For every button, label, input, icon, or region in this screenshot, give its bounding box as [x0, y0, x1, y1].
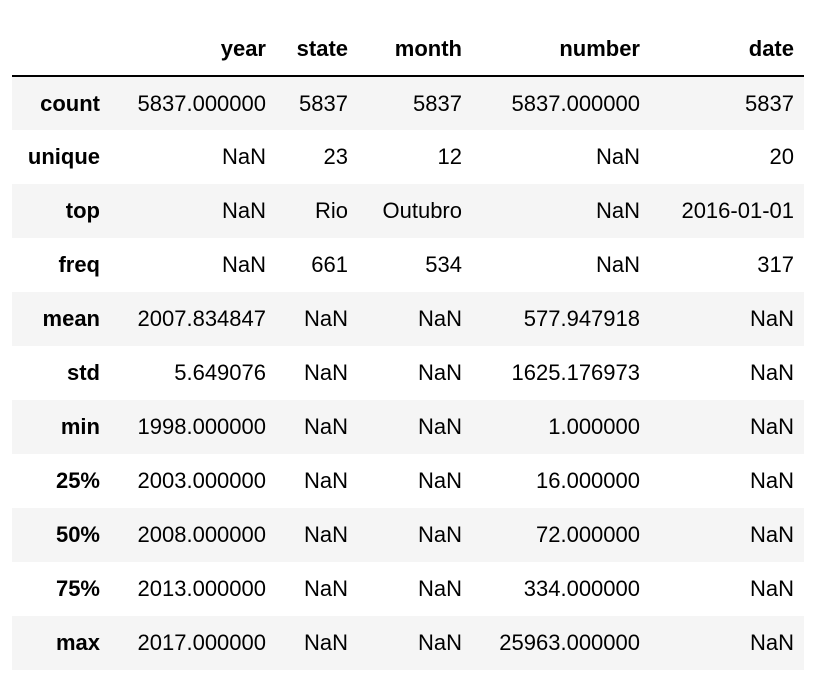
cell-year: 1998.000000 — [137, 414, 266, 439]
table-header: year state month number date — [12, 23, 804, 77]
cell-number: NaN — [595, 144, 640, 169]
table-row: top NaN Rio Outubro NaN 2016-01-01 — [12, 184, 804, 238]
row-index-label: std — [67, 360, 100, 385]
cell-state: NaN — [303, 306, 348, 331]
cell-month: 12 — [437, 144, 462, 169]
cell-number: 16.000000 — [536, 468, 640, 493]
cell-month: NaN — [417, 468, 462, 493]
cell-number: NaN — [595, 252, 640, 277]
cell-number: 72.000000 — [536, 522, 640, 547]
cell-month: NaN — [417, 522, 462, 547]
cell-state: NaN — [303, 414, 348, 439]
cell-month: NaN — [417, 306, 462, 331]
table-row: std 5.649076 NaN NaN 1625.176973 NaN — [12, 346, 804, 400]
cell-year: 2017.000000 — [137, 630, 266, 655]
cell-state: 23 — [323, 144, 348, 169]
row-index-label: min — [60, 414, 100, 439]
cell-month: NaN — [417, 414, 462, 439]
cell-state: 661 — [311, 252, 348, 277]
cell-date: 317 — [757, 252, 794, 277]
cell-month: Outubro — [382, 198, 463, 223]
column-header-date: date — [652, 23, 804, 77]
cell-date: NaN — [749, 360, 794, 385]
cell-year: NaN — [221, 144, 266, 169]
cell-year: NaN — [221, 198, 266, 223]
cell-number: 5837.000000 — [511, 90, 640, 116]
cell-number: NaN — [595, 198, 640, 223]
table-row: 50% 2008.000000 NaN NaN 72.000000 NaN — [12, 508, 804, 562]
cell-number: 577.947918 — [523, 306, 640, 331]
cell-month: 5837 — [413, 90, 462, 116]
cell-state: NaN — [303, 576, 348, 601]
column-header-month: month — [360, 23, 474, 77]
table-row: min 1998.000000 NaN NaN 1.000000 NaN — [12, 400, 804, 454]
row-index-label: unique — [27, 144, 100, 169]
table-row: freq NaN 661 534 NaN 317 — [12, 238, 804, 292]
row-index-label: max — [55, 630, 100, 655]
cell-state: NaN — [303, 630, 348, 655]
row-index-label: mean — [42, 306, 100, 331]
cell-year: 2013.000000 — [137, 576, 266, 601]
cell-year: 2007.834847 — [137, 306, 266, 331]
cell-state: 5837 — [299, 90, 348, 116]
row-index-label: 25% — [55, 468, 100, 493]
table-row: 25% 2003.000000 NaN NaN 16.000000 NaN — [12, 454, 804, 508]
table-row: count 5837.000000 5837 5837 5837.000000 5837 — [12, 76, 804, 130]
cell-year: 5837.000000 — [137, 90, 266, 116]
cell-year: 2003.000000 — [137, 468, 266, 493]
table-body: count 5837.000000 5837 5837 5837.000000 5837 u… — [12, 76, 804, 670]
index-header — [12, 23, 112, 77]
row-index-label: top — [65, 198, 100, 223]
table-row: unique NaN 23 12 NaN 20 — [12, 130, 804, 184]
cell-date: 5837 — [745, 90, 794, 116]
cell-year: 5.649076 — [174, 360, 266, 385]
cell-state: Rio — [314, 198, 348, 223]
table-row: 75% 2013.000000 NaN NaN 334.000000 NaN — [12, 562, 804, 616]
cell-date: 20 — [769, 144, 794, 169]
cell-state: NaN — [303, 522, 348, 547]
describe-table: year state month number date count 5837.0… — [12, 23, 804, 670]
cell-number: 1.000000 — [548, 414, 640, 439]
cell-date: NaN — [749, 630, 794, 655]
cell-state: NaN — [303, 468, 348, 493]
table-row: max 2017.000000 NaN NaN 25963.000000 NaN — [12, 616, 804, 670]
column-header-number: number — [474, 23, 652, 77]
column-header-year: year — [112, 23, 278, 77]
cell-month: 534 — [425, 252, 462, 277]
table-row: mean 2007.834847 NaN NaN 577.947918 NaN — [12, 292, 804, 346]
cell-date: NaN — [749, 522, 794, 547]
cell-state: NaN — [303, 360, 348, 385]
cell-year: NaN — [221, 252, 266, 277]
header-row: year state month number date — [12, 23, 804, 77]
column-header-state: state — [278, 23, 360, 77]
cell-date: NaN — [749, 468, 794, 493]
cell-date: NaN — [749, 306, 794, 331]
row-index-label: freq — [58, 252, 100, 277]
cell-date: NaN — [749, 576, 794, 601]
row-index-label: count — [40, 90, 100, 116]
cell-number: 1625.176973 — [511, 360, 640, 385]
cell-month: NaN — [417, 360, 462, 385]
cell-number: 334.000000 — [523, 576, 640, 601]
cell-month: NaN — [417, 630, 462, 655]
cell-date: 2016-01-01 — [681, 198, 794, 223]
cell-month: NaN — [417, 576, 462, 601]
cell-year: 2008.000000 — [137, 522, 266, 547]
row-index-label: 75% — [55, 576, 100, 601]
row-index-label: 50% — [55, 522, 100, 547]
cell-number: 25963.000000 — [499, 630, 640, 655]
cell-date: NaN — [749, 414, 794, 439]
